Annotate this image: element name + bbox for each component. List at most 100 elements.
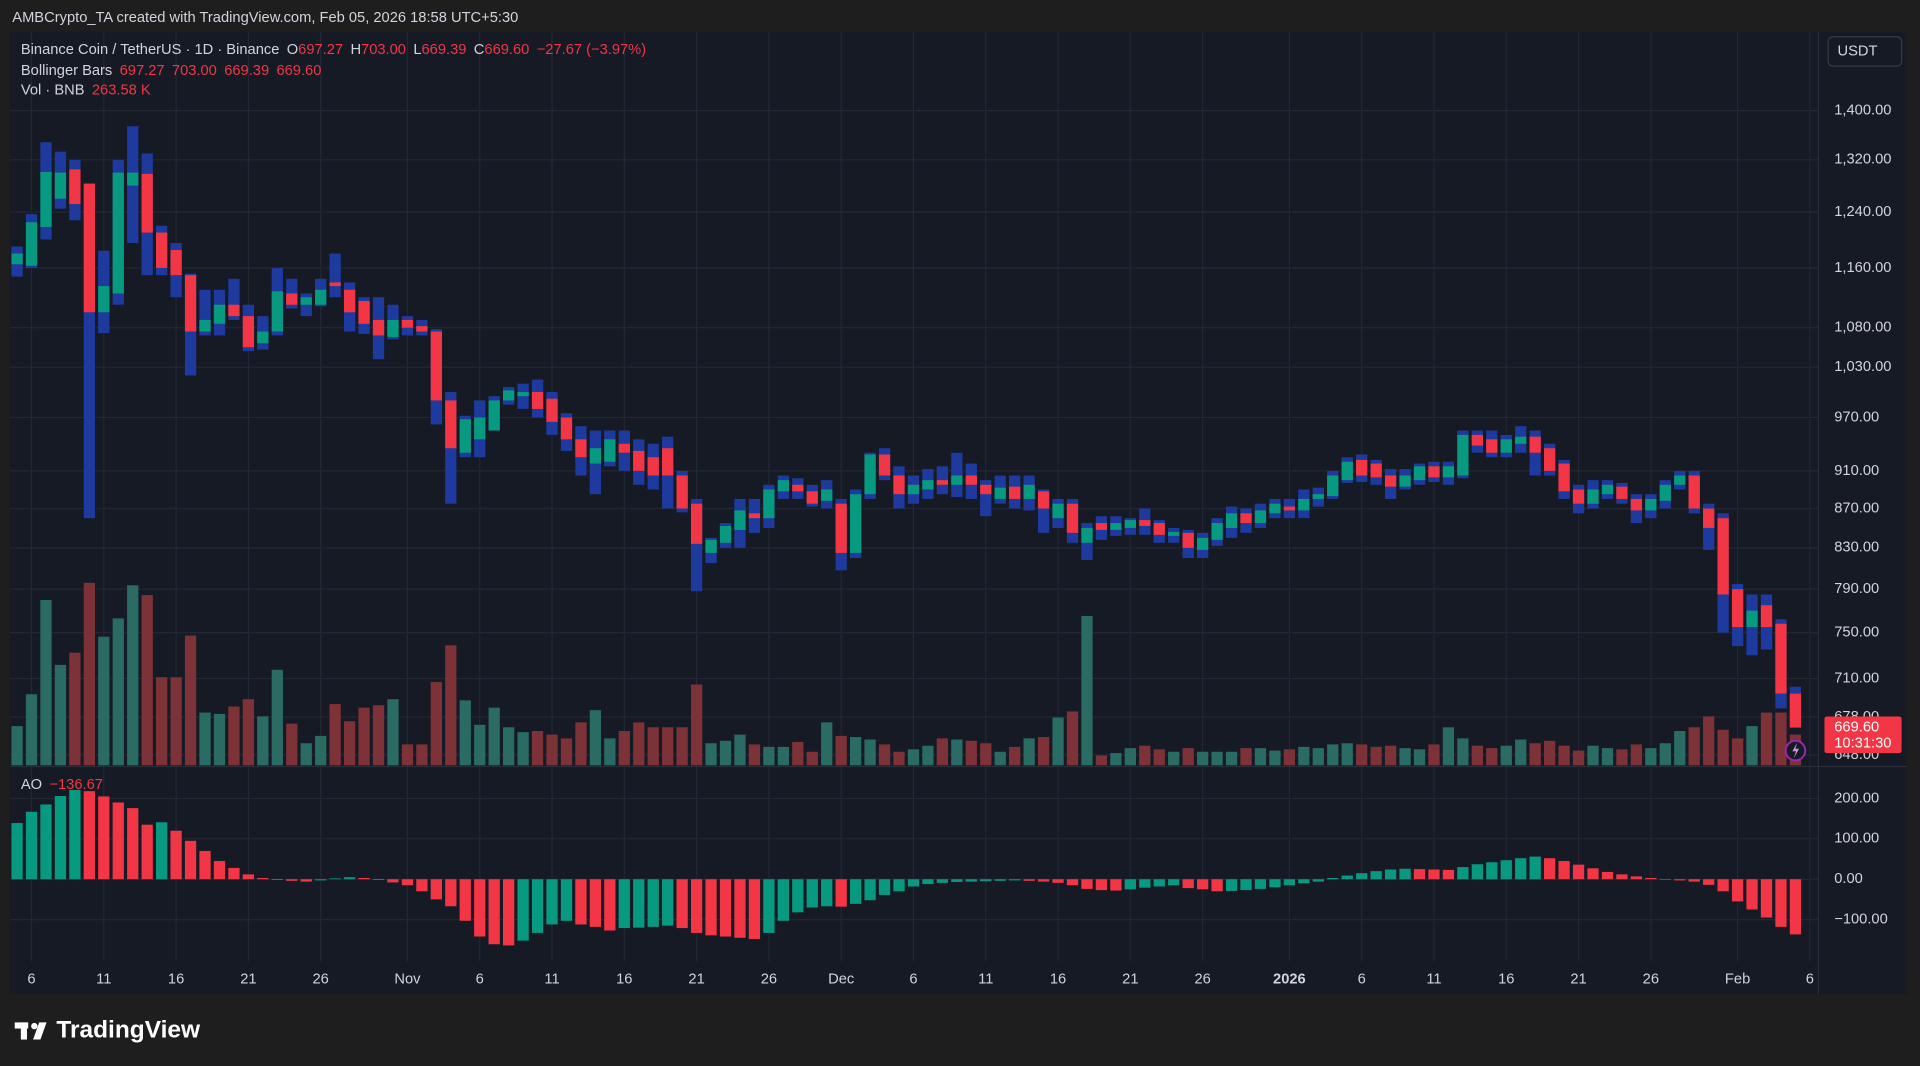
ao-bar	[286, 879, 298, 881]
volume-bar	[980, 743, 992, 766]
candle-body	[1717, 518, 1729, 595]
volume-bar	[705, 743, 717, 766]
candle-body	[936, 480, 949, 485]
ao-bar	[98, 796, 110, 880]
candle-body	[748, 513, 761, 519]
candle-body	[1500, 439, 1512, 453]
x-tick-label: 26	[761, 971, 777, 987]
ohlc-key: L	[413, 42, 421, 58]
volume-bar	[835, 735, 847, 766]
ao-bar	[387, 879, 399, 883]
volume-bar	[849, 737, 862, 766]
volume-bar	[893, 751, 905, 766]
volume-bar	[1240, 748, 1252, 766]
candle-body	[618, 443, 630, 453]
candle-range	[517, 383, 529, 409]
change: −27.67 (−3.97%)	[537, 42, 646, 58]
ao-bar	[1211, 879, 1223, 892]
candle-body	[1196, 537, 1209, 550]
ao-bar	[878, 879, 891, 895]
ao-bar	[1037, 879, 1050, 882]
volume-bar	[271, 669, 283, 766]
x-tick-label: 11	[978, 971, 993, 987]
volume-bar	[994, 751, 1006, 766]
ao-bar	[1674, 879, 1686, 881]
volume-bar	[257, 716, 269, 766]
volume-bar	[54, 664, 67, 766]
candle-body	[763, 489, 775, 519]
volume-bar	[11, 726, 23, 766]
candle-body	[1124, 520, 1136, 528]
y-tick-label: 1,240.00	[1834, 204, 1891, 220]
ao-bar	[1139, 879, 1151, 888]
volume-bar	[690, 684, 703, 766]
ao-bar	[40, 804, 52, 880]
ao-bar	[1746, 879, 1758, 910]
ao-layer	[11, 789, 1802, 946]
volume-bar	[1601, 748, 1614, 766]
candle-body	[1298, 498, 1310, 511]
volume-bar	[1023, 738, 1035, 766]
legend-volume: Vol · BNB 263.58 K	[21, 82, 151, 98]
ao-bar	[922, 879, 934, 885]
ao-bar	[112, 802, 124, 880]
candle-body	[1572, 489, 1585, 504]
volume-bar	[156, 677, 168, 766]
volume-bar	[531, 731, 544, 766]
ao-bar	[83, 791, 95, 880]
ao-bar	[662, 879, 674, 926]
candle-body	[343, 289, 356, 313]
ao-bar	[748, 879, 761, 939]
volume-bar	[806, 751, 818, 766]
ao-bar	[1298, 879, 1310, 884]
volume-bar	[1139, 745, 1151, 766]
candle-body	[864, 454, 876, 495]
ao-bar	[1341, 875, 1353, 880]
x-tick-label: Nov	[394, 971, 421, 987]
ao-bar	[199, 850, 211, 880]
logo-part	[33, 1022, 47, 1040]
volume-bar	[1066, 711, 1079, 766]
candle-body	[604, 439, 616, 462]
candle-range	[83, 183, 95, 519]
ao-bar	[459, 879, 471, 921]
volume-bar	[228, 706, 240, 766]
chart-area	[9, 31, 1907, 995]
ao-bar	[430, 879, 442, 900]
ao-bar	[575, 879, 587, 925]
candle-body	[1037, 491, 1050, 509]
candle-body	[1775, 623, 1787, 694]
candle-body	[980, 484, 992, 495]
y-tick-label: 1,400.00	[1834, 102, 1891, 118]
indicator-value: 703.00	[172, 63, 217, 79]
volume-bar	[1428, 744, 1440, 766]
x-tick-label: 16	[1050, 971, 1066, 987]
candle-body	[1052, 503, 1064, 519]
volume-bar	[1312, 748, 1324, 766]
ao-bar	[54, 796, 67, 880]
candle-body	[242, 316, 255, 348]
volume-bar	[329, 704, 341, 766]
candle-body	[228, 304, 240, 317]
currency-button[interactable]	[1827, 36, 1903, 67]
x-tick-label: 21	[1570, 971, 1586, 987]
x-tick-label: 26	[313, 971, 329, 987]
volume-bar	[951, 739, 963, 766]
candle-body	[11, 253, 23, 265]
volume-bar	[1153, 749, 1165, 766]
ao-bar	[849, 879, 862, 904]
indicator-name: AO	[21, 777, 42, 793]
volume-bar	[141, 595, 153, 766]
ao-bar	[1688, 879, 1700, 882]
ao-bar	[1312, 879, 1324, 882]
volume-bar	[922, 745, 934, 766]
ao-bar	[1616, 874, 1628, 880]
ao-bar	[343, 877, 356, 880]
candle-body	[358, 300, 370, 324]
volume-bar	[127, 585, 139, 766]
currency[interactable]: USDT	[1838, 43, 1878, 59]
candle-body	[575, 439, 587, 458]
x-tick-label: Feb	[1725, 971, 1750, 987]
ao-bar	[1760, 879, 1773, 918]
